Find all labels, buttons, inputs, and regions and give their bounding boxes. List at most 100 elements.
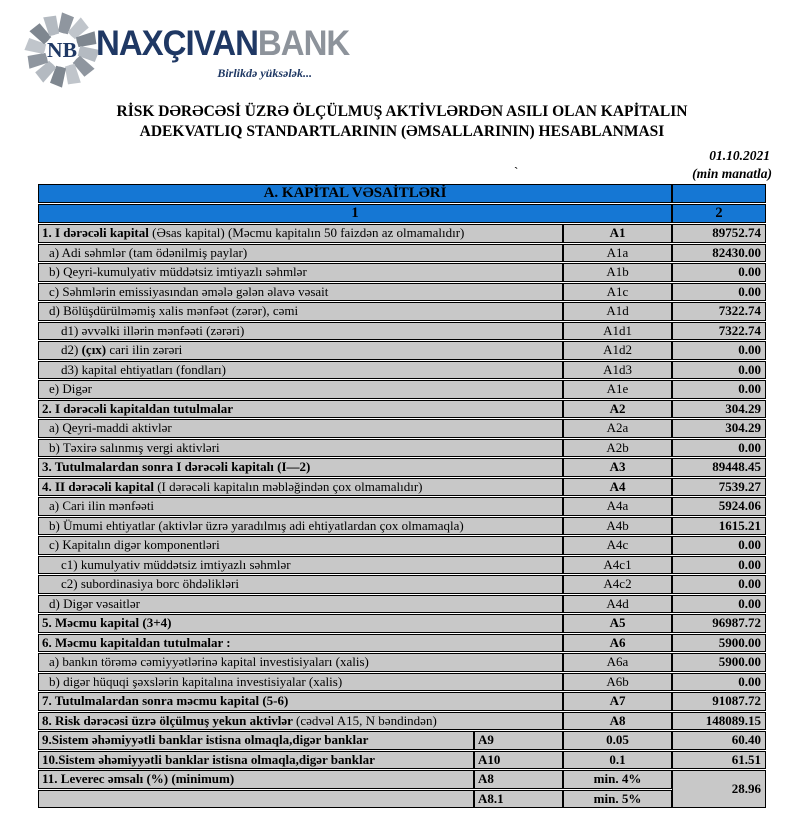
row-code-cell: A1c	[563, 282, 673, 301]
row-code-cell: A8.1	[474, 789, 563, 808]
table-row: 5. Məcmu kapital (3+4) A5 96987.72	[38, 614, 767, 633]
row-value-cell: 0.00	[672, 380, 767, 399]
row-code-cell: A4d	[563, 594, 673, 613]
row-code-cell: A6b	[563, 672, 673, 691]
row-code-cell: A1d	[563, 302, 673, 321]
row-label-cell: 3. Tutulmalardan sonra I dərəcəli kapita…	[38, 458, 563, 477]
row-label-part: a) bankın törəmə cəmiyyətlərinə kapital …	[49, 654, 369, 670]
row-value-cell: 91087.72	[672, 692, 767, 711]
col2-header-cell: 2	[672, 204, 767, 223]
document-title: RİSK DƏRƏCƏSİ ÜZRƏ ÖLÇÜLMUŞ AKTİVLƏRDƏN …	[40, 102, 764, 143]
section-header-empty-cell	[672, 184, 767, 203]
row-label-cell: b) Təxirə salınmış vergi aktivləri	[38, 438, 563, 457]
row-label-cell: a) Cari ilin mənfəəti	[38, 497, 563, 516]
row-label-part: 1. I dərəcəli kapital	[42, 225, 153, 241]
row-label-part: b) Ümumi ehtiyatlar (aktivlər üzrə yarad…	[49, 517, 464, 533]
row-code-cell: A5	[563, 614, 673, 633]
row-label-part: a) Adi səhmlər (tam ödənilmiş paylar)	[49, 244, 248, 260]
row-code-cell: A1a	[563, 243, 673, 262]
row-label-cell: 5. Məcmu kapital (3+4)	[38, 614, 563, 633]
row-label-cell: a) Qeyri-maddi aktivlər	[38, 419, 563, 438]
table-row: b) Təxirə salınmış vergi aktivləri A2b 0.0…	[38, 438, 767, 457]
stray-mark: `	[514, 164, 519, 179]
row-label-cell: c1) kumulyativ müddətsiz imtiyazlı səhml…	[38, 555, 563, 574]
row-label-part: 3. Tutulmalardan sonra I dərəcəli kapita…	[42, 459, 311, 475]
row-label-part: b) Qeyri-kumulyativ müddətsiz imtiyazlı …	[49, 264, 307, 280]
row-value-cell: 148089.15	[672, 711, 767, 730]
row-label-cell: a) bankın törəmə cəmiyyətlərinə kapital …	[38, 653, 563, 672]
row-label-cell: c) Səhmlərin emissiyasından əmələ gələn …	[38, 282, 563, 301]
bank-logo: NB	[22, 10, 102, 90]
row-label-part: 8. Risk dərəcəsi üzrə ölçülmuş yekun akt…	[42, 712, 296, 728]
row-label-part: 2. I dərəcəli kapitaldan tutulmalar	[42, 400, 234, 416]
row-label-part: c1) kumulyativ müddətsiz imtiyazlı səhml…	[61, 556, 291, 572]
row-value-cell: 1615.21	[672, 516, 767, 535]
row-label-part: 7. Tutulmalardan sonra məcmu kapital (5-…	[42, 693, 289, 709]
row-label-part: cari ilin zərəri	[106, 342, 183, 358]
table-row: a) Cari ilin mənfəəti A4a 5924.06	[38, 497, 767, 516]
row-ratio-cell: min. 5%	[563, 789, 673, 808]
row-code-cell: A10	[474, 750, 563, 769]
table-row: 1. I dərəcəli kapital (Əsas kapital) (Mə…	[38, 224, 767, 243]
row-value-cell: 7322.74	[672, 321, 767, 340]
row-label-cell: b) digər hüquqi şəxslərin kapitalına inv…	[38, 672, 563, 691]
row-label-cell: 4. II dərəcəli kapital (I dərəcəli kapit…	[38, 477, 563, 496]
row-value-cell: 0.00	[672, 594, 767, 613]
row-code-cell: A2b	[563, 438, 673, 457]
table-column-header-row: 1 2	[38, 204, 767, 223]
row-value-cell: 5900.00	[672, 633, 767, 652]
row-value-cell: 0.00	[672, 360, 767, 379]
row-code-cell: A6	[563, 633, 673, 652]
table-row: 7. Tutulmalardan sonra məcmu kapital (5-…	[38, 692, 767, 711]
table-row: c) Səhmlərin emissiyasından əmələ gələn …	[38, 282, 767, 301]
row-label-part: d3) kapital ehtiyatları (fondları)	[61, 361, 226, 377]
table-row: 8. Risk dərəcəsi üzrə ölçülmuş yekun akt…	[38, 711, 767, 730]
row-ratio-cell: 0.1	[563, 750, 673, 769]
row-label-cell: 11. Leverec əmsalı (%) (minimum)	[38, 770, 474, 789]
row-label-part: b) digər hüquqi şəxslərin kapitalına inv…	[49, 673, 343, 689]
table-row: a) Qeyri-maddi aktivlər A2a 304.29	[38, 419, 767, 438]
row-label-cell: d) Digər vəsaitlər	[38, 594, 563, 613]
row-code-cell: A1	[563, 224, 673, 243]
table-row: 3. Tutulmalardan sonra I dərəcəli kapita…	[38, 458, 767, 477]
row-code-cell: A8	[474, 770, 563, 789]
row-value-cell: 7539.27	[672, 477, 767, 496]
table-row: d) Bölüşdürülməmiş xalis mənfəət (zərər)…	[38, 302, 767, 321]
row-label-part: b) Təxirə salınmış vergi aktivləri	[49, 439, 220, 455]
table-row: A8.1 min. 5%	[38, 789, 766, 808]
row-label-cell: 1. I dərəcəli kapital (Əsas kapital) (Mə…	[38, 224, 563, 243]
row-label-part: c) Kapitalın digər komponentləri	[49, 537, 220, 553]
row-value-cell: 0.00	[672, 263, 767, 282]
row-label-cell: b) Ümumi ehtiyatlar (aktivlər üzrə yarad…	[38, 516, 563, 535]
unit-note: (min manatla)	[692, 166, 772, 181]
document-title-line1: RİSK DƏRƏCƏSİ ÜZRƏ ÖLÇÜLMUŞ AKTİVLƏRDƏN …	[116, 103, 688, 120]
row-code-cell: A4c	[563, 536, 673, 555]
row-label-part: 4. II dərəcəli kapital	[42, 478, 158, 494]
table-row: a) bankın törəmə cəmiyyətlərinə kapital …	[38, 653, 767, 672]
row-code-cell: A4b	[563, 516, 673, 535]
row-code-cell: A9	[474, 731, 563, 750]
table-row: e) Digər A1e 0.00	[38, 380, 767, 399]
row-label-part: 5. Məcmu kapital (3+4)	[42, 615, 172, 631]
row-label-cell: 8. Risk dərəcəsi üzrə ölçülmuş yekun akt…	[38, 711, 563, 730]
row-label-part: d1) əvvəlki illərin mənfəəti (zərəri)	[61, 322, 245, 338]
row-code-cell: A4a	[563, 497, 673, 516]
row-label-cell	[38, 789, 474, 808]
row-code-cell: A1d1	[563, 321, 673, 340]
row-label-part: d) Bölüşdürülməmiş xalis mənfəət (zərər)…	[49, 303, 299, 319]
row-label-cell: 7. Tutulmalardan sonra məcmu kapital (5-…	[38, 692, 563, 711]
row-code-cell: A2a	[563, 419, 673, 438]
row-label-part: a) Cari ilin mənfəəti	[49, 498, 155, 514]
table-row: a) Adi səhmlər (tam ödənilmiş paylar) A1a…	[38, 243, 767, 262]
table-row: d) Digər vəsaitlər A4d 0.00	[38, 594, 767, 613]
bank-name: NAXÇIVANBANK	[96, 22, 350, 63]
row-label-cell: d) Bölüşdürülməmiş xalis mənfəət (zərər)…	[38, 302, 563, 321]
row-label-cell: 10.Sistem əhəmiyyətli banklar istisna ol…	[38, 750, 474, 769]
row-value-cell: 89752.74	[672, 224, 767, 243]
table-row: c1) kumulyativ müddətsiz imtiyazlı səhml…	[38, 555, 767, 574]
table-row: b) digər hüquqi şəxslərin kapitalına inv…	[38, 672, 767, 691]
section-header-cell: A. KAPİTAL VƏSAİTLƏRİ	[38, 184, 673, 203]
capital-table: A. KAPİTAL VƏSAİTLƏRİ 1 2 1. I dərəcəli …	[38, 183, 767, 809]
table-row: 9.Sistem əhəmiyyətli banklar istisna olm…	[38, 731, 767, 750]
row-value-cell: 82430.00	[672, 243, 767, 262]
